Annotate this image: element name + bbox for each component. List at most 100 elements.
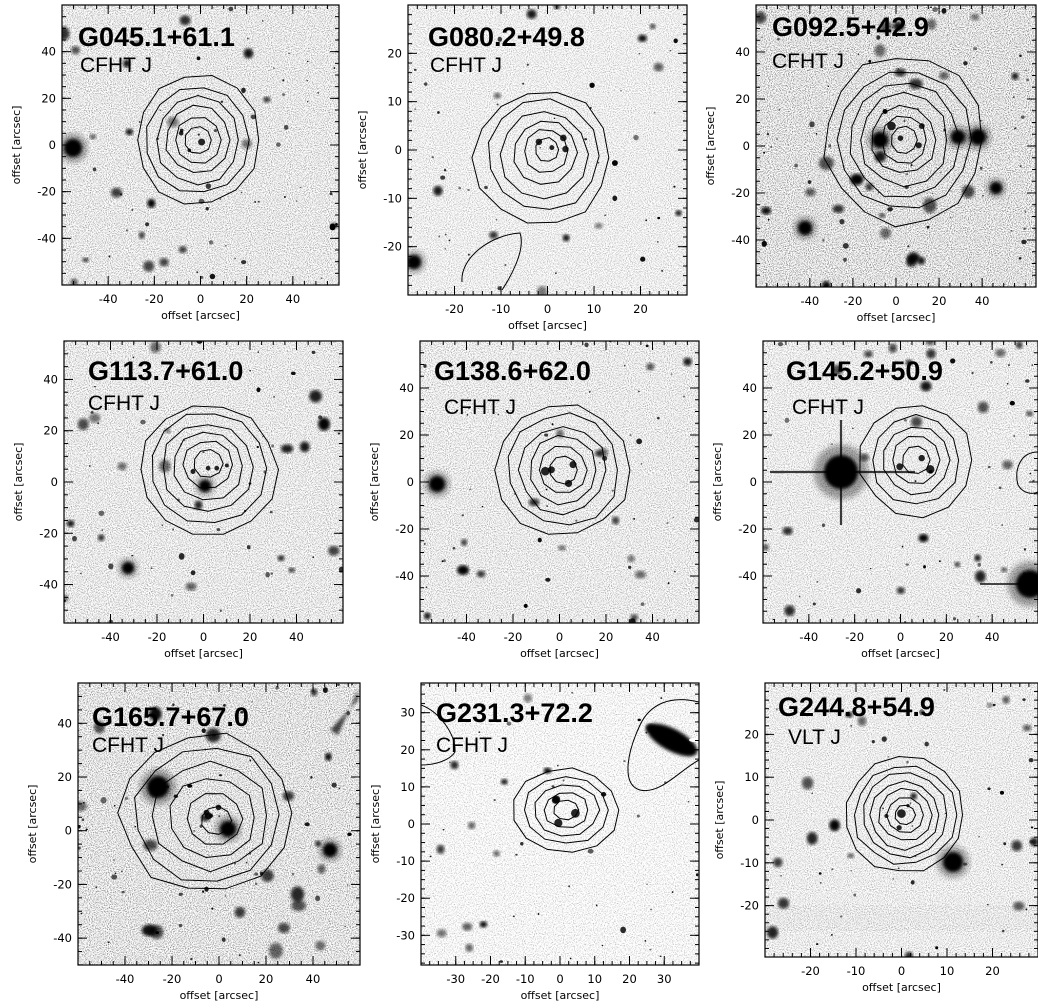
y-tick-label: 0	[395, 143, 402, 157]
x-axis-label: offset [arcsec]	[862, 981, 941, 994]
x-tick-label: 0	[197, 292, 204, 306]
x-tick-label: 20	[239, 292, 254, 306]
y-tick-label: 0	[65, 824, 72, 838]
y-tick-label: 0	[750, 475, 757, 489]
x-tick-label: 20	[259, 972, 274, 986]
sky-image	[763, 341, 1038, 623]
x-tick-label: -40	[116, 972, 135, 986]
y-tick-label: -40	[738, 569, 757, 583]
x-tick-label: 20	[985, 964, 1000, 978]
panel-g145-2-50-9: -40 -20 0 20 40 40 20 0 -20 -40 offset [arcsec] off…	[711, 340, 1038, 660]
y-tick-label: -20	[39, 526, 58, 540]
x-tick-label: -10	[516, 972, 535, 986]
axis-ticks	[764, 682, 1038, 958]
instrument-label: CFHT J	[772, 50, 844, 73]
instrument-label: CFHT J	[88, 392, 160, 415]
y-axis-label: offset [arcsec]	[368, 443, 381, 522]
cluster-name: G080.2+49.8	[428, 22, 585, 52]
x-tick-label: -40	[99, 292, 118, 306]
y-tick-label: -20	[396, 891, 415, 905]
sky-image	[78, 683, 360, 965]
y-axis-label: offset [arcsec]	[369, 785, 382, 864]
y-tick-label: 30	[400, 706, 415, 720]
y-tick-label: -40	[39, 578, 58, 592]
cluster-name: G045.1+61.1	[78, 22, 235, 52]
axis-ticks	[762, 340, 1038, 624]
sky-image	[408, 5, 687, 295]
x-tick-label: -30	[446, 972, 465, 986]
x-tick-label: 10	[587, 972, 602, 986]
y-axis-label: offset [arcsec]	[704, 107, 717, 186]
y-axis-label: offset [arcsec]	[711, 443, 724, 522]
y-tick-label: -20	[383, 240, 402, 254]
y-tick-label: 40	[43, 372, 58, 386]
x-tick-label: 20	[599, 630, 614, 644]
cluster-name: G113.7+61.0	[88, 356, 243, 386]
x-tick-label: -40	[800, 294, 819, 308]
axis-ticks	[407, 4, 688, 296]
x-tick-label: -40	[101, 630, 120, 644]
y-tick-label: 20	[387, 46, 402, 60]
sky-image	[420, 341, 699, 623]
x-tick-label: 0	[892, 294, 899, 308]
axis-ticks	[63, 340, 344, 624]
instrument-label: CFHT J	[92, 734, 164, 757]
x-tick-label: 0	[215, 972, 222, 986]
cluster-name: G145.2+50.9	[786, 356, 943, 386]
x-axis-label: offset [arcsec]	[161, 309, 240, 322]
instrument-label: CFHT J	[792, 396, 864, 419]
x-tick-label: 20	[633, 302, 648, 316]
y-tick-label: 10	[744, 770, 759, 784]
x-axis-label: offset [arcsec]	[164, 647, 243, 660]
y-axis-label: offset [arcsec]	[12, 443, 25, 522]
cluster-name: G138.6+62.0	[434, 356, 591, 386]
y-tick-label: 20	[400, 743, 415, 757]
y-tick-label: 0	[743, 139, 750, 153]
x-tick-label: 0	[556, 630, 563, 644]
y-tick-label: -20	[731, 186, 750, 200]
panel-g138-6-62-0: -40 -20 0 20 40 40 20 0 -20 -40 offset [arcsec] off…	[368, 340, 700, 660]
y-tick-label: 20	[57, 770, 72, 784]
contour-overlay	[137, 74, 260, 205]
sky-image	[765, 683, 1038, 957]
y-tick-label: 0	[408, 817, 415, 831]
contour-overlay	[845, 755, 964, 872]
y-axis-label: offset [arcsec]	[26, 785, 39, 864]
panel-g080-2-49-8: -20 -10 0 10 20 20 10 0 -10 -20 offset [arcsec] off…	[356, 4, 688, 332]
y-tick-label: -40	[53, 931, 72, 945]
cluster-name: G165.7+67.0	[92, 702, 249, 732]
panel-g045-1-61-1: -40 -20 0 20 40 40 20 0 -20 -40 offset [arcsec] off…	[10, 4, 340, 322]
x-tick-label: 10	[940, 964, 955, 978]
y-tick-label: -20	[53, 877, 72, 891]
y-tick-label: 20	[41, 91, 56, 105]
y-tick-label: 0	[752, 813, 759, 827]
x-tick-label: -10	[847, 964, 866, 978]
panel-g244-8-54-9: -20 -10 0 10 20 20 10 0 -10 -20 offset [arcsec] off…	[713, 682, 1038, 994]
y-tick-label: -40	[395, 569, 414, 583]
x-tick-label: 0	[556, 972, 563, 986]
x-tick-label: -10	[492, 302, 511, 316]
sky-image	[421, 683, 699, 965]
x-tick-label: -20	[481, 972, 500, 986]
contour-overlay	[471, 91, 610, 224]
x-axis-label: offset [arcsec]	[861, 647, 940, 660]
axis-ticks	[419, 340, 700, 624]
y-tick-label: 20	[742, 428, 757, 442]
sky-image	[64, 341, 343, 623]
y-tick-label: 0	[51, 475, 58, 489]
x-axis-label: offset [arcsec]	[508, 319, 587, 332]
x-tick-label: 20	[932, 294, 947, 308]
x-axis-label: offset [arcsec]	[520, 647, 599, 660]
y-tick-label: 0	[407, 475, 414, 489]
x-tick-label: 10	[587, 302, 602, 316]
instrument-label: VLT J	[788, 726, 841, 749]
cluster-name: G092.5+42.9	[772, 12, 929, 42]
y-tick-label: 20	[744, 727, 759, 741]
sky-image	[62, 5, 339, 285]
y-tick-label: -40	[37, 231, 56, 245]
y-tick-label: -20	[395, 522, 414, 536]
cluster-name: G244.8+54.9	[778, 692, 935, 722]
x-tick-label: 40	[645, 630, 660, 644]
y-tick-label: -30	[396, 928, 415, 942]
instrument-label: CFHT J	[80, 54, 152, 77]
